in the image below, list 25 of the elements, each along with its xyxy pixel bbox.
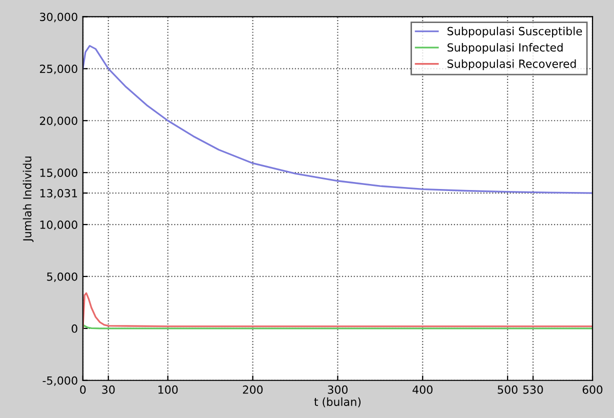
x-tick-label: 500 — [498, 385, 518, 394]
y-tick-label: 10,000 — [40, 220, 78, 230]
x-tick-label: 30 — [102, 385, 115, 394]
y-tick-label: 25,000 — [40, 64, 78, 74]
y-axis-title: Jumlah Individu — [22, 156, 34, 242]
x-tick-label: 400 — [412, 385, 433, 394]
y-tick-label: -5,000 — [42, 376, 78, 386]
x-tick-label: 0 — [80, 385, 86, 394]
legend-label: Subpopulasi Susceptible — [448, 26, 582, 38]
x-tick-label: 600 — [582, 385, 602, 394]
x-axis-title: t (bulan) — [314, 397, 361, 408]
x-tick-label: 300 — [328, 385, 348, 394]
x-tick-label: 200 — [242, 385, 263, 394]
legend-label: Subpopulasi Recovered — [448, 59, 576, 70]
x-tick-label: 100 — [158, 385, 178, 394]
line-series — [82, 44, 593, 194]
y-tick-label: 15,000 — [40, 168, 78, 178]
y-tick-label: 13,031 — [40, 189, 78, 199]
y-tick-label: 0 — [72, 324, 78, 333]
y-tick-label: 20,000 — [40, 116, 78, 126]
y-tick-label: 5,000 — [47, 272, 78, 282]
y-tick-label: 30,000 — [40, 12, 78, 22]
legend-label: Subpopulasi Infected — [448, 43, 563, 54]
x-tick-label: 530 — [523, 385, 543, 394]
line-series — [82, 292, 593, 330]
